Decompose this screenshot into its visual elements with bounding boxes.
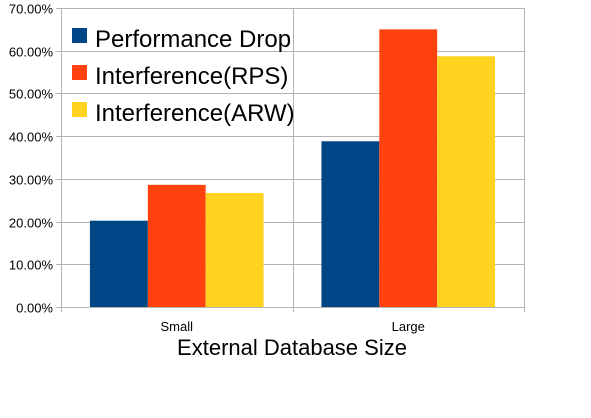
y-tick-label: 0.00% [16,301,53,316]
bar-large-series-2 [379,29,438,307]
legend-label: Interference(ARW) [95,100,295,127]
y-tick-label: 30.00% [9,173,54,188]
y-tick-label: 60.00% [9,45,54,60]
legend: Performance Drop Interference(RPS) Interfe… [72,26,295,127]
y-tick-label: 50.00% [9,87,54,102]
bar-large-series-3 [437,56,496,307]
y-axis-ticks: 0.00% 10.00% 20.00% 30.00% 40.00% 50.00% 60.00… [9,2,54,316]
x-category-label: Large [392,319,425,334]
bar-large-series-1 [321,141,380,307]
x-category-label: Small [160,319,193,334]
y-tick-label: 20.00% [9,216,54,231]
legend-swatch [72,28,87,43]
bar-small-series-2 [147,184,206,307]
bar-small-series-1 [89,220,148,307]
y-tick-label: 70.00% [9,2,54,17]
bars [89,29,496,307]
legend-label: Performance Drop [95,26,291,53]
y-tick-label: 40.00% [9,130,54,145]
x-axis-categories: Small Large [160,319,424,334]
x-axis-label: External Database Size [177,335,407,360]
bar-small-series-3 [205,192,264,307]
legend-swatch [72,65,87,80]
legend-swatch [72,102,87,117]
legend-label: Interference(RPS) [95,63,288,90]
y-tick-label: 10.00% [9,258,54,273]
